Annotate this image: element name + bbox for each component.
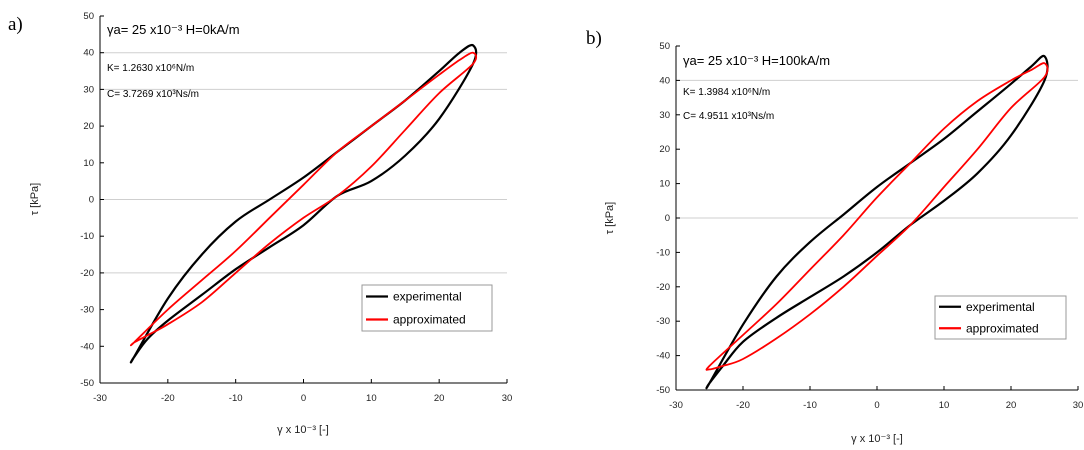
chart-a-x-tick-label: 0 [301,393,306,404]
chart-a-x-tick-label: -20 [161,393,175,404]
chart-a-x-tick-label: 10 [366,393,377,404]
chart-b-y-tick-label: 30 [659,110,670,121]
chart-b-x-tick-label: -10 [803,400,817,411]
chart-a-y-tick-label: 30 [83,84,94,95]
panel-a-letter: a) [8,14,23,35]
chart-a-y-tick-label: 40 [83,48,94,59]
chart-a-y-tick-label: -10 [80,231,94,242]
chart-a-x-axis-label: γ x 10⁻³ [-] [277,424,329,436]
chart-a-y-tick-label: -50 [80,378,94,389]
chart-a-x-tick-label: -10 [229,393,243,404]
chart-b-x-tick-label: 30 [1073,400,1084,411]
chart-b-y-tick-label: 20 [659,144,670,155]
chart-a-y-tick-label: 10 [83,158,94,169]
chart-b-annotation-amplitude: γa= 25 x10⁻³ H=100kA/m [683,53,830,68]
chart-b-legend-label-experimental: experimental [966,300,1035,314]
chart-a-annotation-stiffness: K= 1.2630 x10⁶N/m [107,63,194,74]
chart-b-y-tick-label: 10 [659,179,670,190]
chart-b-annotation-stiffness: K= 1.3984 x10⁶N/m [683,87,770,98]
chart-b-y-tick-label: -30 [656,316,670,327]
chart-a-annotation-damping: C= 3.7269 x10³Ns/m [107,89,199,100]
chart-b-legend-box [934,295,1067,340]
chart-b-x-tick-label: -20 [736,400,750,411]
chart-a-y-tick-label: -20 [80,268,94,279]
chart-a-x-tick-label: -30 [93,393,107,404]
chart-b-x-tick-label: 20 [1006,400,1017,411]
chart-b-legend-label-approximated: approximated [966,321,1039,335]
chart-a-series-approximated [129,51,478,347]
chart-a-annotation-amplitude: γa= 25 x10⁻³ H=0kA/m [107,22,240,37]
chart-a-legend-box [361,284,493,332]
panel-b-letter: b) [586,28,602,49]
chart-a-y-tick-label: -30 [80,305,94,316]
chart-b-y-tick-label: 50 [659,41,670,52]
chart-b-annotation-damping: C= 4.9511 x10³Ns/m [683,111,774,122]
chart-a-y-tick-label: 50 [83,11,94,22]
chart-b-x-tick-label: -30 [669,400,683,411]
chart-b-y-axis-label: τ [kPa] [604,202,616,234]
chart-b-y-tick-label: 0 [665,213,670,224]
chart-b-y-tick-label: 40 [659,75,670,86]
chart-b-y-tick-label: -40 [656,351,670,362]
chart-b-y-tick-label: -20 [656,282,670,293]
chart-a-legend-label-approximated: approximated [393,313,466,327]
chart-a-y-tick-label: -40 [80,341,94,352]
chart-b-series-experimental [705,54,1049,390]
chart-b-x-axis-label: γ x 10⁻³ [-] [851,433,903,445]
chart-b-x-tick-label: 0 [874,400,879,411]
chart-b-y-tick-label: -10 [656,247,670,258]
chart-a-x-tick-label: 30 [502,393,513,404]
chart-a-y-axis-label: τ [kPa] [29,183,41,215]
chart-b-series-approximated [705,62,1049,371]
chart-b-x-tick-label: 10 [939,400,950,411]
chart-a-y-tick-label: 20 [83,121,94,132]
chart-b-y-tick-label: -50 [656,385,670,396]
chart-a-y-tick-label: 0 [89,195,94,206]
chart-a-legend-label-experimental: experimental [393,290,462,304]
chart-a-x-tick-label: 20 [434,393,445,404]
